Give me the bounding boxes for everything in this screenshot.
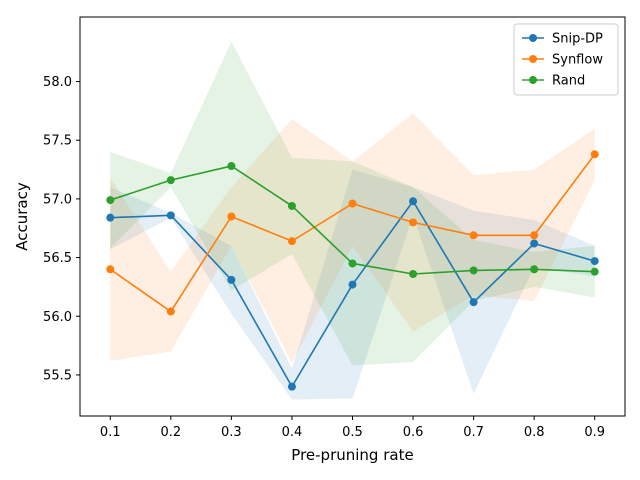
legend-synflow-marker (529, 55, 537, 63)
x-axis-label: Pre-pruning rate (291, 446, 413, 464)
snip-dp-point-0.6 (409, 197, 418, 206)
snip-dp-point-0.7 (469, 298, 478, 307)
synflow-point-0.7 (469, 231, 478, 240)
y-tick-label: 56.0 (43, 310, 72, 325)
rand-point-0.5 (348, 259, 357, 268)
snip-dp-point-0.5 (348, 280, 357, 289)
synflow-point-0.3 (227, 212, 236, 221)
x-tick-label: 0.4 (282, 425, 303, 440)
rand-point-0.7 (469, 266, 478, 275)
rand-point-0.2 (166, 176, 175, 185)
x-tick-label: 0.2 (160, 425, 181, 440)
snip-dp-point-0.9 (590, 257, 599, 266)
y-tick-label: 55.5 (43, 368, 72, 383)
synflow-point-0.4 (287, 237, 296, 246)
legend: Snip-DP Synflow Rand (513, 23, 619, 96)
synflow-point-0.8 (530, 231, 539, 240)
legend-rand-marker (529, 76, 537, 84)
legend-snip-dp-label: Snip-DP (552, 32, 603, 47)
snip-dp-point-0.8 (530, 239, 539, 248)
legend-snip-dp-marker (529, 34, 537, 42)
y-tick-label: 56.5 (43, 251, 72, 266)
y-tick-label: 57.0 (43, 192, 72, 207)
x-tick-label: 0.1 (100, 425, 121, 440)
rand-point-0.8 (530, 265, 539, 274)
synflow-band (110, 113, 595, 364)
x-tick-label: 0.8 (524, 425, 545, 440)
legend-synflow-label: Synflow (552, 53, 603, 68)
y-tick-label: 58.0 (43, 75, 72, 90)
snip-dp-point-0.3 (227, 275, 236, 284)
x-tick-label: 0.6 (403, 425, 424, 440)
snip-dp-point-0.1 (106, 213, 115, 222)
legend-rand-label: Rand (552, 74, 585, 89)
rand-point-0.3 (227, 162, 236, 171)
y-axis-ticks: 55.5 56.0 56.5 57.0 57.5 58.0 (43, 75, 80, 383)
rand-point-0.1 (106, 196, 115, 205)
snip-dp-point-0.2 (166, 211, 175, 220)
x-tick-label: 0.9 (584, 425, 605, 440)
y-tick-label: 57.5 (43, 134, 72, 149)
rand-point-0.6 (409, 270, 418, 279)
x-tick-label: 0.7 (463, 425, 484, 440)
synflow-point-0.2 (166, 307, 175, 316)
series-markers (106, 150, 599, 391)
x-axis-ticks: 0.1 0.2 0.3 0.4 0.5 0.6 0.7 0.8 0.9 (100, 416, 605, 440)
x-tick-label: 0.5 (342, 425, 363, 440)
y-axis-label: Accuracy (13, 182, 31, 251)
legend-box (513, 23, 619, 96)
rand-point-0.4 (287, 201, 296, 210)
rand-point-0.9 (590, 267, 599, 276)
x-tick-label: 0.3 (221, 425, 242, 440)
synflow-point-0.6 (409, 218, 418, 227)
synflow-point-0.5 (348, 199, 357, 208)
synflow-point-0.1 (106, 265, 115, 274)
synflow-point-0.9 (590, 150, 599, 159)
snip-dp-point-0.4 (287, 382, 296, 391)
